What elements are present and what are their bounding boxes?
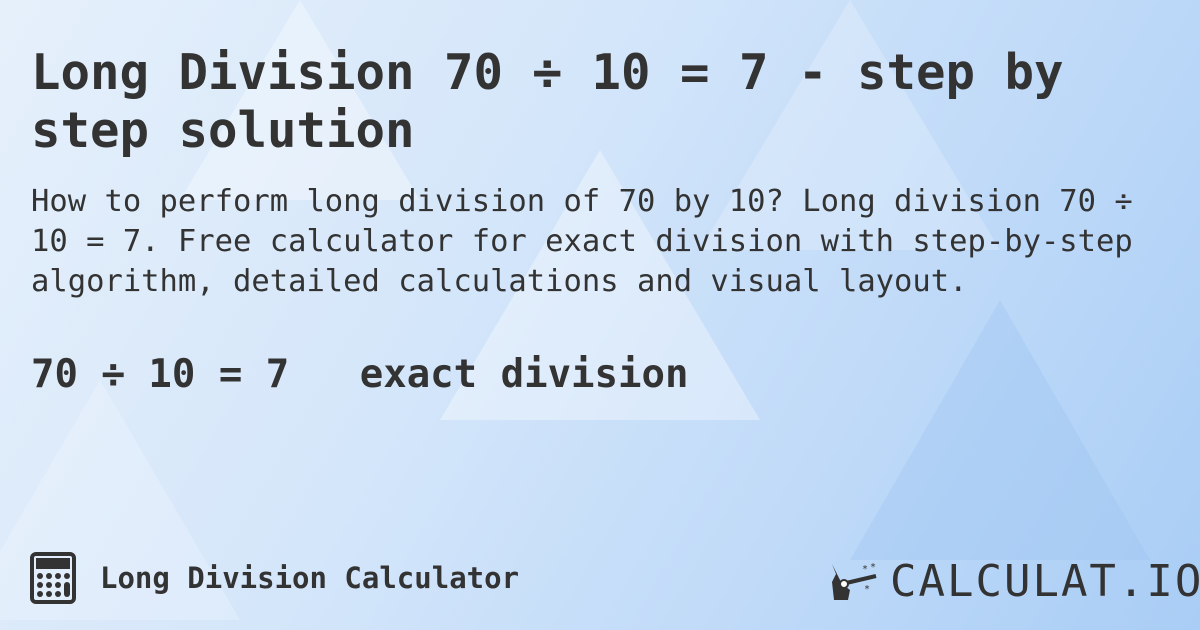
calculator-icon — [30, 552, 76, 604]
footer-calculator-link[interactable]: Long Division Calculator — [30, 552, 519, 604]
result-type: exact division — [359, 352, 689, 397]
svg-text:*: * — [864, 584, 870, 595]
page-title: Long Division 70 ÷ 10 = 7 - step by step… — [31, 44, 1064, 159]
svg-text:*: * — [862, 564, 868, 575]
result-equation: 70 ÷ 10 = 7 — [31, 352, 290, 397]
svg-text:*: * — [870, 562, 876, 573]
result-line: 70 ÷ 10 = 7 exact division — [31, 352, 688, 397]
page-description: How to perform long division of 70 by 10… — [31, 184, 1133, 299]
footer-label: Long Division Calculator — [100, 561, 520, 595]
logo-text: CALCULAT.IO — [890, 556, 1200, 607]
calculat-io-logo[interactable]: * * * CALCULAT.IO — [828, 556, 1200, 607]
magic-hand-wand-icon: * * * — [832, 562, 877, 600]
